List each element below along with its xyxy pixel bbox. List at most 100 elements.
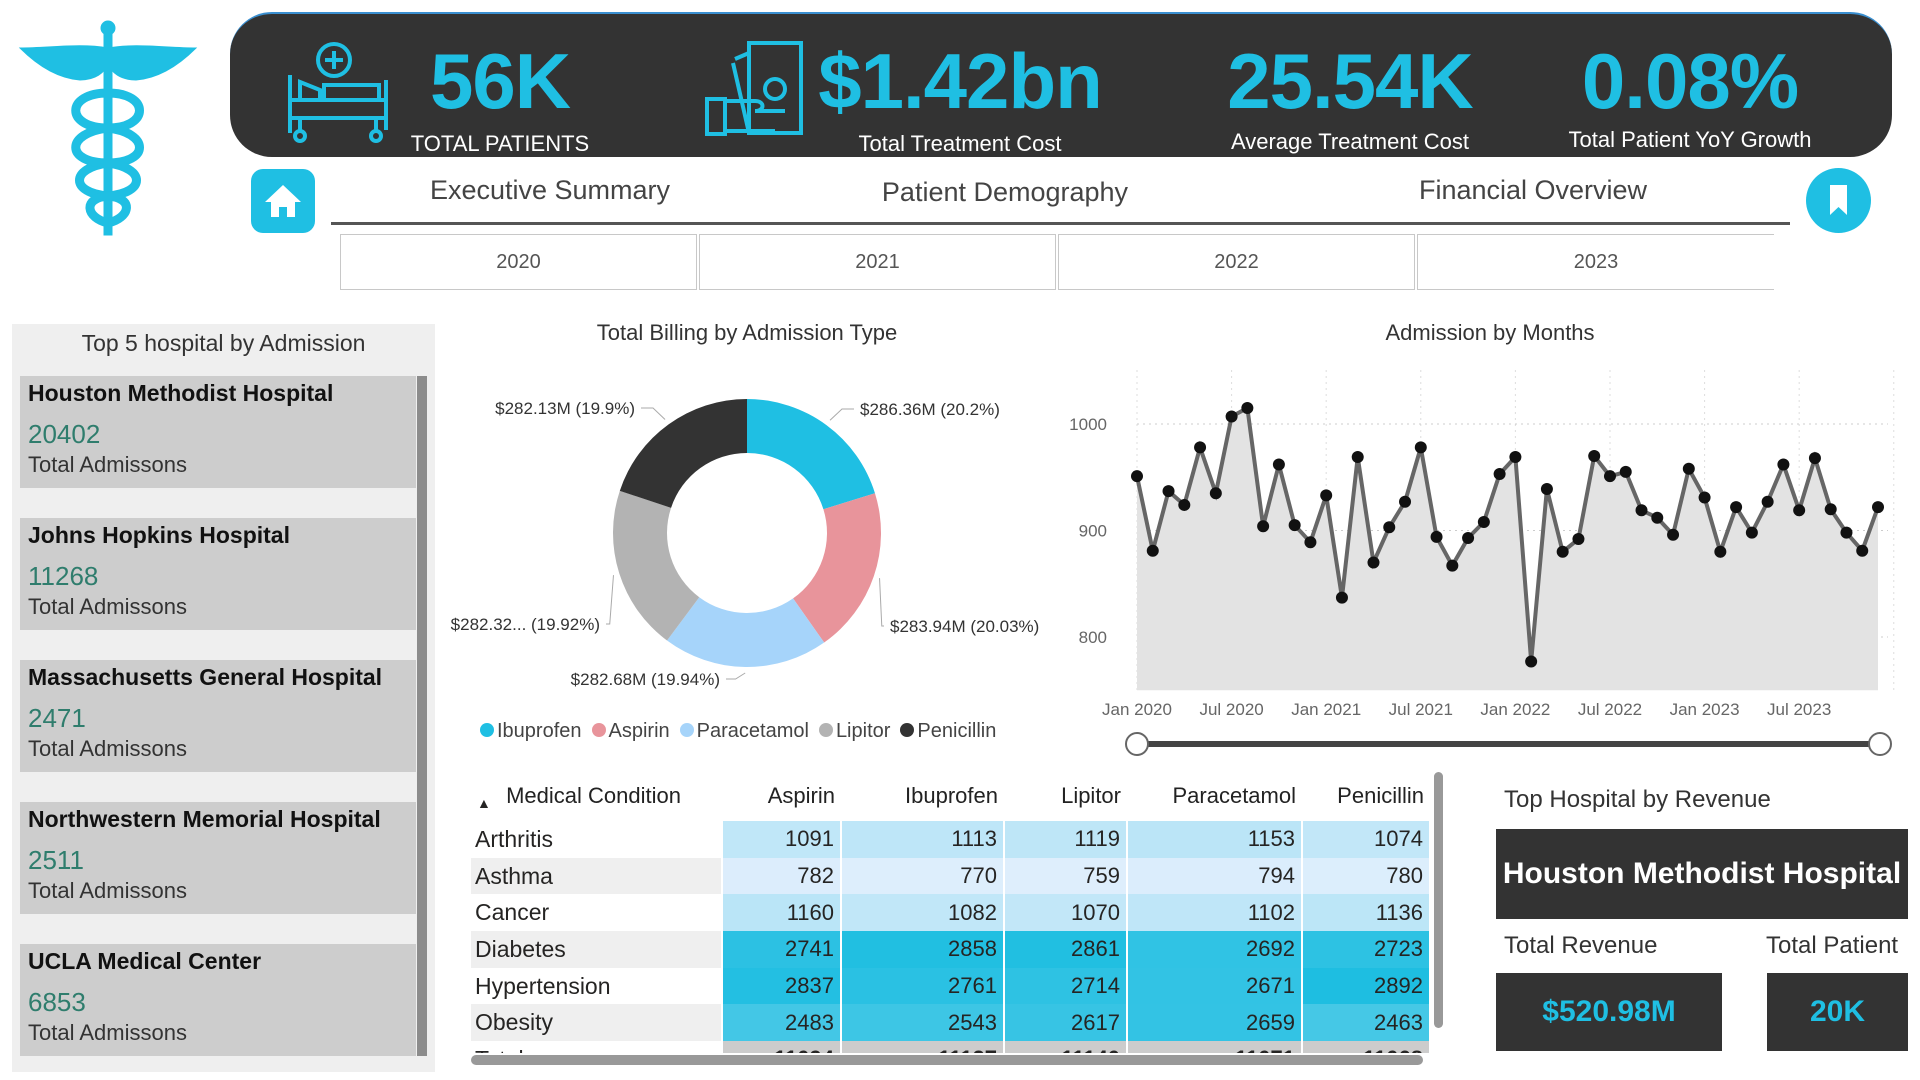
- data-point[interactable]: [1856, 544, 1869, 557]
- data-point[interactable]: [1824, 503, 1837, 516]
- data-point[interactable]: [1667, 528, 1680, 541]
- value-cell: 1119: [1004, 821, 1128, 858]
- year-2023-button[interactable]: 2023: [1417, 234, 1774, 290]
- data-point[interactable]: [1462, 531, 1475, 544]
- year-2022-button[interactable]: 2022: [1058, 234, 1415, 290]
- data-point[interactable]: [1556, 545, 1569, 558]
- data-point[interactable]: [1272, 458, 1285, 471]
- range-slider-start-handle[interactable]: [1125, 732, 1149, 756]
- data-point[interactable]: [1540, 482, 1553, 495]
- data-point[interactable]: [1493, 468, 1506, 481]
- column-header[interactable]: Paracetamol: [1172, 783, 1296, 808]
- bookmark-button[interactable]: [1806, 168, 1871, 233]
- data-point[interactable]: [1131, 470, 1143, 483]
- y-tick-label: 900: [1079, 522, 1107, 541]
- line-chart-title: Admission by Months: [1385, 320, 1595, 345]
- data-point[interactable]: [1257, 520, 1270, 533]
- data-point[interactable]: [1808, 452, 1821, 465]
- sort-ascending-icon[interactable]: ▲: [477, 795, 491, 811]
- hospital-card[interactable]: Johns Hopkins Hospital 11268 Total Admisso…: [20, 518, 416, 630]
- data-point[interactable]: [1367, 556, 1380, 569]
- hospital-card[interactable]: Houston Methodist Hospital 20402 Total Adm…: [20, 376, 416, 488]
- hospital-card[interactable]: UCLA Medical Center 6853 Total Admissons: [20, 944, 416, 1056]
- data-point[interactable]: [1178, 498, 1191, 511]
- total-patients-label: TOTAL PATIENTS: [410, 131, 590, 156]
- data-point[interactable]: [1414, 441, 1427, 454]
- data-point[interactable]: [1793, 504, 1806, 517]
- donut-slice-aspirin[interactable]: [793, 493, 881, 643]
- data-point[interactable]: [1682, 462, 1695, 475]
- value-cell: 2463: [1302, 1004, 1431, 1042]
- legend-item[interactable]: Lipitor: [818, 720, 890, 743]
- column-header[interactable]: Lipitor: [1061, 783, 1121, 808]
- data-point[interactable]: [1603, 470, 1616, 483]
- data-point[interactable]: [1635, 504, 1648, 517]
- legend-item[interactable]: Paracetamol: [679, 720, 809, 743]
- data-point[interactable]: [1730, 501, 1743, 514]
- data-point[interactable]: [1209, 487, 1222, 500]
- donut-legend: Ibuprofen Aspirin Paracetamol Lipitor Penici…: [480, 720, 1020, 743]
- data-point[interactable]: [1288, 519, 1301, 532]
- condition-cell: Arthritis: [471, 821, 723, 858]
- legend-item[interactable]: Aspirin: [591, 720, 670, 743]
- data-point[interactable]: [1619, 465, 1632, 478]
- data-point[interactable]: [1399, 495, 1412, 508]
- data-point[interactable]: [1572, 533, 1585, 546]
- data-point[interactable]: [1351, 451, 1364, 464]
- column-header[interactable]: Aspirin: [767, 783, 835, 808]
- total-treatment-cost-label: Total Treatment Cost: [858, 131, 1062, 156]
- home-button[interactable]: [251, 169, 315, 233]
- data-point[interactable]: [1477, 515, 1490, 528]
- value-cell: 11094: [722, 1041, 842, 1053]
- data-point[interactable]: [1777, 458, 1790, 471]
- total-row: Total1109411127111401107111068: [471, 1041, 1431, 1053]
- data-point[interactable]: [1698, 491, 1711, 504]
- data-point[interactable]: [1194, 441, 1207, 454]
- hospital-card[interactable]: Northwestern Memorial Hospital 2511 Total …: [20, 802, 416, 914]
- legend-item[interactable]: Penicillin: [900, 720, 996, 743]
- column-header[interactable]: Penicillin: [1337, 783, 1424, 808]
- legend-item[interactable]: Ibuprofen: [480, 720, 582, 743]
- data-point[interactable]: [1225, 410, 1238, 423]
- donut-slice-ibuprofen[interactable]: [747, 399, 875, 510]
- tab-patient-demography[interactable]: Patient Demography: [881, 177, 1129, 207]
- y-tick-label: 800: [1079, 628, 1107, 647]
- data-point[interactable]: [1651, 511, 1664, 524]
- data-point[interactable]: [1430, 530, 1443, 543]
- data-point[interactable]: [1714, 545, 1727, 558]
- data-point[interactable]: [1335, 591, 1348, 604]
- column-header[interactable]: Ibuprofen: [905, 783, 998, 808]
- sidebar-scrollbar[interactable]: [417, 376, 427, 1056]
- data-point[interactable]: [1872, 501, 1884, 514]
- data-point[interactable]: [1509, 451, 1522, 464]
- table-vertical-scrollbar[interactable]: [1434, 772, 1443, 1028]
- value-cell: 11127: [841, 1041, 1005, 1053]
- total-patient-value: 20K: [1809, 995, 1866, 1028]
- data-point[interactable]: [1525, 655, 1538, 668]
- value-cell: 770: [841, 857, 1005, 895]
- column-header[interactable]: Medical Condition: [506, 783, 681, 808]
- data-point[interactable]: [1383, 521, 1396, 534]
- donut-slice-paracetamol[interactable]: [667, 597, 825, 667]
- donut-chart-title: Total Billing by Admission Type: [596, 320, 898, 345]
- data-point[interactable]: [1304, 536, 1317, 549]
- data-point[interactable]: [1840, 526, 1853, 539]
- data-point[interactable]: [1162, 485, 1175, 498]
- donut-slice-lipitor[interactable]: [613, 490, 700, 641]
- data-point[interactable]: [1761, 495, 1774, 508]
- data-point[interactable]: [1745, 526, 1758, 539]
- x-tick-label: Jan 2022: [1480, 700, 1550, 719]
- tab-executive-summary[interactable]: Executive Summary: [429, 175, 671, 205]
- table-horizontal-scrollbar[interactable]: [471, 1055, 1423, 1065]
- tab-financial-overview[interactable]: Financial Overview: [1418, 175, 1648, 205]
- year-2021-button[interactable]: 2021: [699, 234, 1056, 290]
- data-point[interactable]: [1146, 544, 1159, 557]
- year-2020-button[interactable]: 2020: [340, 234, 697, 290]
- donut-slice-penicillin[interactable]: [619, 399, 747, 508]
- hospital-card[interactable]: Massachusetts General Hospital 2471 Total …: [20, 660, 416, 772]
- data-point[interactable]: [1446, 559, 1459, 572]
- data-point[interactable]: [1588, 449, 1601, 462]
- data-point[interactable]: [1241, 402, 1254, 415]
- range-slider-end-handle[interactable]: [1868, 732, 1892, 756]
- data-point[interactable]: [1320, 489, 1333, 502]
